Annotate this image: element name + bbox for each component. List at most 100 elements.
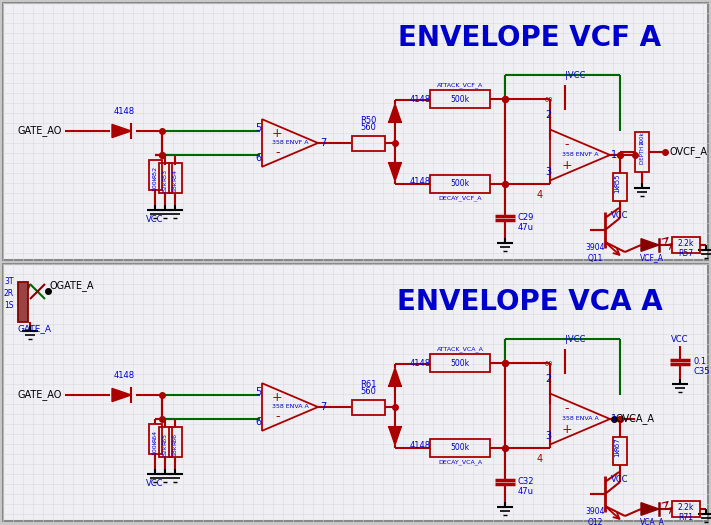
Bar (3, 3, 708, 260)
Text: 4148: 4148 (410, 96, 431, 104)
Text: VCC: VCC (671, 334, 689, 343)
Text: R64: R64 (152, 430, 158, 442)
Text: VCC: VCC (611, 211, 629, 219)
Text: 18k: 18k (173, 444, 178, 456)
Text: ∞: ∞ (543, 359, 552, 369)
Text: 4: 4 (537, 190, 543, 200)
Text: 4148: 4148 (410, 177, 431, 186)
Bar (159, 427, 172, 457)
Text: R71: R71 (678, 513, 693, 522)
Text: R54: R54 (173, 169, 178, 181)
Text: |VCC: |VCC (565, 335, 585, 344)
Text: 3T: 3T (4, 278, 14, 287)
Text: |VCC: |VCC (565, 71, 585, 80)
Bar (613, 173, 627, 201)
Text: 47u: 47u (518, 488, 534, 497)
Text: R65: R65 (163, 433, 168, 445)
Text: 100k: 100k (639, 131, 644, 145)
Text: GATE_AO: GATE_AO (18, 390, 63, 401)
Text: +: + (561, 159, 572, 172)
Polygon shape (389, 427, 401, 445)
Text: C35: C35 (693, 368, 710, 376)
Text: 1: 1 (611, 150, 617, 160)
Text: 1S: 1S (4, 301, 14, 310)
Text: 500k: 500k (451, 444, 469, 453)
Bar (159, 163, 172, 193)
Text: OVCA_A: OVCA_A (616, 414, 655, 424)
Text: 4148: 4148 (114, 107, 134, 116)
Text: 4148: 4148 (410, 442, 431, 450)
Text: 100k: 100k (152, 439, 158, 455)
Text: R66: R66 (173, 433, 178, 445)
Text: 3: 3 (545, 167, 551, 177)
Text: Q11: Q11 (587, 254, 603, 262)
Bar (430, 90, 490, 108)
Text: R67: R67 (614, 437, 620, 451)
Polygon shape (389, 163, 401, 181)
Text: 560: 560 (360, 123, 376, 132)
Text: 1k: 1k (614, 185, 620, 193)
Text: GATE_AO: GATE_AO (18, 125, 63, 136)
Text: R50: R50 (360, 116, 376, 125)
Text: 3904: 3904 (585, 244, 605, 253)
Text: 4148: 4148 (410, 360, 431, 369)
Bar (352, 400, 385, 415)
Bar (169, 163, 182, 193)
Text: 7: 7 (320, 138, 326, 148)
Text: ENVELOPE VCF A: ENVELOPE VCF A (398, 24, 661, 52)
Text: 560: 560 (360, 387, 376, 396)
Text: -: - (275, 411, 279, 423)
Text: 500k: 500k (451, 180, 469, 188)
Text: VCC: VCC (611, 475, 629, 484)
Bar (352, 136, 385, 151)
Text: 100k: 100k (152, 175, 158, 191)
Text: 6: 6 (255, 417, 261, 427)
Text: VCC: VCC (146, 478, 164, 488)
Text: GATE_A: GATE_A (18, 324, 52, 333)
Text: 500k: 500k (451, 94, 469, 103)
Text: 4148: 4148 (114, 371, 134, 380)
Text: OVCF_A: OVCF_A (670, 146, 708, 158)
Text: VCC: VCC (146, 215, 164, 224)
Bar (149, 160, 162, 190)
Text: 2.2k: 2.2k (678, 239, 694, 248)
Text: R57: R57 (678, 249, 693, 258)
Text: 4: 4 (537, 454, 543, 464)
Polygon shape (112, 388, 132, 402)
Text: 2: 2 (545, 374, 551, 384)
Text: 2R: 2R (4, 289, 14, 299)
Text: +: + (272, 127, 283, 140)
Text: C32: C32 (518, 478, 535, 487)
Polygon shape (389, 104, 401, 122)
Text: -: - (275, 146, 279, 159)
Text: 3904: 3904 (585, 508, 605, 517)
Text: 0.1: 0.1 (693, 358, 706, 366)
Text: 1k: 1k (614, 449, 620, 457)
Text: ENVELOPE VCA A: ENVELOPE VCA A (397, 288, 663, 316)
Text: 1: 1 (611, 414, 617, 424)
Text: +: + (272, 391, 283, 404)
Polygon shape (389, 368, 401, 385)
Text: VCF_A: VCF_A (640, 254, 664, 262)
Bar (672, 501, 700, 517)
Text: 358 ENVF A: 358 ENVF A (562, 152, 598, 158)
Text: 358 ENVF A: 358 ENVF A (272, 141, 309, 145)
Bar (430, 175, 490, 193)
Text: 358 ENVA A: 358 ENVA A (562, 416, 599, 422)
Bar (430, 354, 490, 372)
Text: 3: 3 (545, 431, 551, 441)
Text: -: - (565, 138, 569, 151)
Text: C29: C29 (518, 214, 535, 223)
Text: 5: 5 (255, 387, 261, 397)
Text: R61: R61 (360, 380, 376, 389)
Bar (149, 424, 162, 454)
Polygon shape (641, 503, 659, 516)
Text: 6: 6 (255, 153, 261, 163)
Bar (430, 439, 490, 457)
Polygon shape (641, 239, 659, 251)
Bar (613, 437, 627, 465)
Text: R55: R55 (614, 173, 620, 187)
Bar (635, 132, 649, 172)
Text: 358 ENVA A: 358 ENVA A (272, 404, 309, 410)
Text: 82k: 82k (163, 180, 168, 192)
